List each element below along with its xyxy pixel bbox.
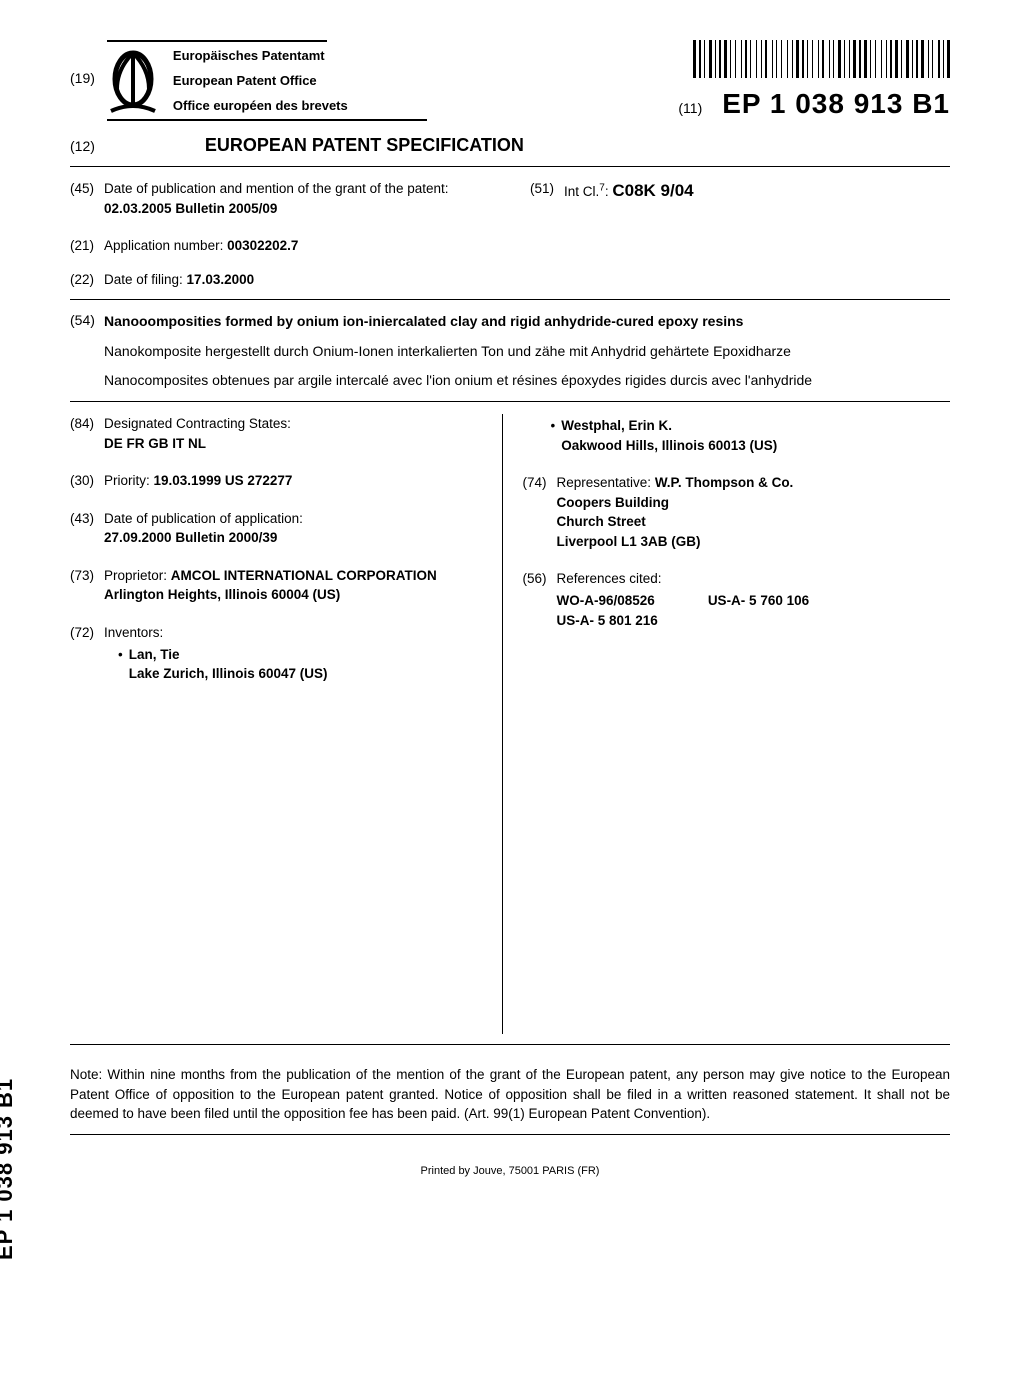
title-fr: Nanocomposites obtenues par argile inter… bbox=[104, 371, 812, 391]
opposition-note: Note: Within nine months from the public… bbox=[70, 1065, 950, 1124]
priority-field: (30) Priority: 19.03.1999 US 272277 bbox=[70, 471, 482, 491]
rule bbox=[70, 401, 950, 402]
office-fr: Office européen des brevets bbox=[173, 98, 348, 113]
appnum-value: 00302202.7 bbox=[227, 238, 298, 253]
header: (19) Europäisches Patentamt European Pat… bbox=[70, 40, 950, 121]
rule bbox=[107, 40, 327, 42]
pubapp-field: (43) Date of publication of application:… bbox=[70, 509, 482, 548]
logo-block: Europäisches Patentamt European Patent O… bbox=[107, 40, 427, 121]
inid-84: (84) bbox=[70, 414, 104, 453]
office-en: European Patent Office bbox=[173, 73, 348, 88]
publication-number: EP 1 038 913 B1 bbox=[722, 88, 950, 120]
bullet-icon: • bbox=[118, 645, 123, 684]
rep-name: W.P. Thompson & Co. bbox=[655, 475, 794, 490]
document-kind: EUROPEAN PATENT SPECIFICATION bbox=[205, 135, 524, 156]
inid-43: (43) bbox=[70, 509, 104, 548]
inventor-addr: Lake Zurich, Illinois 60047 (US) bbox=[129, 664, 328, 684]
intcl-label: Int Cl. bbox=[564, 184, 599, 199]
inid-21: (21) bbox=[70, 236, 104, 256]
inid-19: (19) bbox=[70, 70, 95, 86]
rep-addr1: Coopers Building bbox=[557, 493, 935, 513]
bullet-icon: • bbox=[551, 416, 556, 455]
inid-11: (11) bbox=[678, 100, 702, 116]
doc-kind-row: (12) EUROPEAN PATENT SPECIFICATION bbox=[70, 135, 950, 156]
rep-addr2: Church Street bbox=[557, 512, 935, 532]
filing-label: Date of filing: bbox=[104, 272, 187, 287]
inventor-name: Westphal, Erin K. bbox=[561, 416, 777, 436]
epo-logo-icon bbox=[107, 49, 159, 113]
inid-74: (74) bbox=[523, 473, 557, 551]
grant-value: 02.03.2005 Bulletin 2005/09 bbox=[104, 199, 490, 219]
intcl-code: C08K 9/04 bbox=[612, 181, 693, 200]
filing-field: (22) Date of filing: 17.03.2000 bbox=[70, 270, 950, 290]
priority-value: 19.03.1999 US 272277 bbox=[154, 473, 293, 488]
refs-label: References cited: bbox=[557, 569, 935, 589]
office-names: Europäisches Patentamt European Patent O… bbox=[173, 48, 348, 113]
rule bbox=[70, 166, 950, 167]
pubapp-label: Date of publication of application: bbox=[104, 509, 482, 529]
inid-73: (73) bbox=[70, 566, 104, 605]
biblio-main: (84) Designated Contracting States: DE F… bbox=[70, 414, 950, 1034]
title-block: (54) Nanooomposities formed by onium ion… bbox=[70, 312, 950, 391]
appnum-field: (21) Application number: 00302202.7 bbox=[70, 236, 950, 256]
inventors-label: Inventors: bbox=[104, 623, 482, 643]
inventor-item-cont: • Westphal, Erin K. Oakwood Hills, Illin… bbox=[523, 416, 935, 455]
biblio-top: (45) Date of publication and mention of … bbox=[70, 179, 950, 222]
rep-addr3: Liverpool L1 3AB (GB) bbox=[557, 532, 935, 552]
proprietor-field: (73) Proprietor: AMCOL INTERNATIONAL COR… bbox=[70, 566, 482, 605]
rep-label: Representative: bbox=[557, 475, 655, 490]
representative-field: (74) Representative: W.P. Thompson & Co.… bbox=[523, 473, 935, 551]
rule bbox=[70, 1044, 950, 1045]
spine-pubnum: EP 1 038 913 B1 bbox=[0, 1078, 18, 1260]
ref-item: WO-A-96/08526 bbox=[557, 591, 658, 611]
inventor-item: • Lan, Tie Lake Zurich, Illinois 60047 (… bbox=[118, 645, 482, 684]
barcode-block: (11) EP 1 038 913 B1 bbox=[678, 40, 950, 120]
ref-item: US-A- 5 801 216 bbox=[557, 611, 658, 631]
grant-label: Date of publication and mention of the g… bbox=[104, 179, 490, 199]
ref-item: US-A- 5 760 106 bbox=[708, 591, 809, 611]
inventor-item: • Westphal, Erin K. Oakwood Hills, Illin… bbox=[551, 416, 935, 455]
inid-30: (30) bbox=[70, 471, 104, 491]
inid-12: (12) bbox=[70, 138, 95, 154]
printer-line: Printed by Jouve, 75001 PARIS (FR) bbox=[70, 1165, 950, 1177]
office-de: Europäisches Patentamt bbox=[173, 48, 348, 63]
inventor-name: Lan, Tie bbox=[129, 645, 328, 665]
inventor-addr: Oakwood Hills, Illinois 60013 (US) bbox=[561, 436, 777, 456]
grant-date-field: (45) Date of publication and mention of … bbox=[70, 179, 490, 218]
proprietor-addr: Arlington Heights, Illinois 60004 (US) bbox=[104, 585, 482, 605]
rule bbox=[70, 299, 950, 300]
appnum-label: Application number: bbox=[104, 238, 227, 253]
inid-56: (56) bbox=[523, 569, 557, 630]
title-de: Nanokomposite hergestellt durch Onium-Io… bbox=[104, 342, 791, 362]
inid-54: (54) bbox=[70, 312, 104, 332]
intcl-field: (51) Int Cl.7: C08K 9/04 bbox=[530, 179, 950, 204]
inid-45: (45) bbox=[70, 179, 104, 218]
inid-72: (72) bbox=[70, 623, 104, 684]
proprietor-label: Proprietor: bbox=[104, 568, 171, 583]
states-label: Designated Contracting States: bbox=[104, 414, 482, 434]
title-en: Nanooomposities formed by onium ion-inie… bbox=[104, 312, 743, 332]
states-value: DE FR GB IT NL bbox=[104, 434, 482, 454]
rule bbox=[107, 119, 427, 121]
column-divider bbox=[502, 414, 503, 1034]
rule bbox=[70, 1134, 950, 1135]
references-field: (56) References cited: WO-A-96/08526 US-… bbox=[523, 569, 935, 630]
filing-value: 17.03.2000 bbox=[187, 272, 255, 287]
proprietor-name: AMCOL INTERNATIONAL CORPORATION bbox=[171, 568, 437, 583]
inid-22: (22) bbox=[70, 270, 104, 290]
states-field: (84) Designated Contracting States: DE F… bbox=[70, 414, 482, 453]
priority-label: Priority: bbox=[104, 473, 154, 488]
inventors-field: (72) Inventors: • Lan, Tie Lake Zurich, … bbox=[70, 623, 482, 684]
barcode-icon bbox=[678, 40, 950, 78]
pubapp-value: 27.09.2000 Bulletin 2000/39 bbox=[104, 528, 482, 548]
inid-51: (51) bbox=[530, 179, 564, 204]
